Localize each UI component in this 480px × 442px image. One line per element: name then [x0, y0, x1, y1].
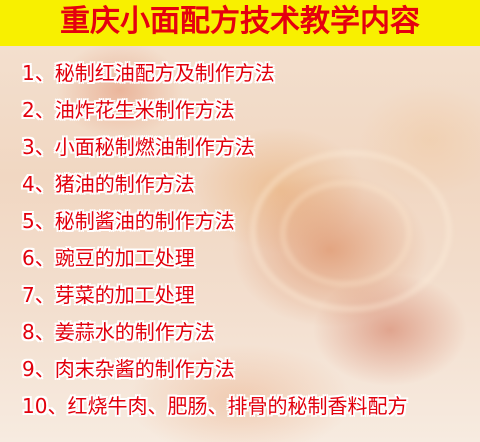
item-text: 豌豆的加工处理 [54, 246, 195, 270]
item-text: 红烧牛肉、肥肠、排骨的秘制香料配方 [67, 394, 408, 418]
item-text: 姜蒜水的制作方法 [54, 320, 215, 344]
item-number: 1、 [22, 61, 55, 85]
item-number: 5、 [22, 209, 55, 233]
list-item: 1、秘制红油配方及制作方法 [22, 56, 275, 90]
item-number: 6、 [22, 246, 55, 270]
item-number: 3、 [22, 135, 55, 159]
item-number: 2、 [22, 98, 55, 122]
noodle-swirl-decoration [280, 180, 412, 287]
item-number: 9、 [22, 357, 55, 381]
list-item: 3、小面秘制燃油制作方法 [22, 130, 255, 164]
item-number: 10、 [22, 394, 68, 418]
list-item: 6、豌豆的加工处理 [22, 241, 195, 275]
list-item: 8、姜蒜水的制作方法 [22, 315, 215, 349]
list-item: 7、芽菜的加工处理 [22, 278, 195, 312]
title-banner: 重庆小面配方技术教学内容 [0, 0, 480, 46]
poster-title: 重庆小面配方技术教学内容 [60, 4, 420, 39]
noodle-swirl-decoration [250, 150, 452, 312]
item-text: 猪油的制作方法 [54, 172, 195, 196]
item-text: 小面秘制燃油制作方法 [54, 135, 255, 159]
list-item: 10、红烧牛肉、肥肠、排骨的秘制香料配方 [22, 389, 407, 423]
list-item: 5、秘制酱油的制作方法 [22, 204, 235, 238]
item-number: 7、 [22, 283, 55, 307]
item-text: 芽菜的加工处理 [54, 283, 195, 307]
item-text: 肉末杂酱的制作方法 [54, 357, 235, 381]
item-number: 8、 [22, 320, 55, 344]
item-text: 秘制酱油的制作方法 [54, 209, 235, 233]
item-number: 4、 [22, 172, 55, 196]
list-item: 2、油炸花生米制作方法 [22, 93, 235, 127]
list-item: 9、肉末杂酱的制作方法 [22, 352, 235, 386]
item-text: 油炸花生米制作方法 [54, 98, 235, 122]
item-text: 秘制红油配方及制作方法 [54, 61, 275, 85]
list-item: 4、猪油的制作方法 [22, 167, 195, 201]
